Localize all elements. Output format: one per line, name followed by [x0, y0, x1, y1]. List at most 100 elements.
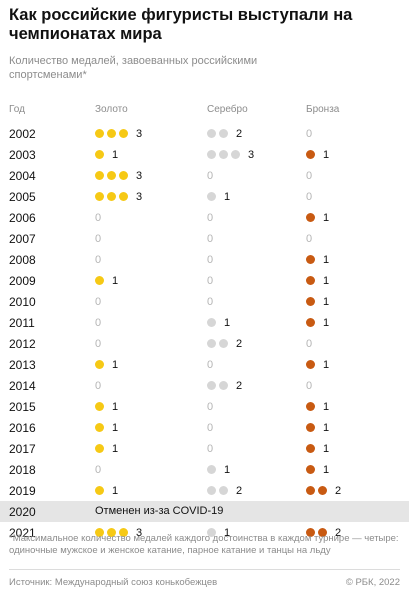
bronze-medal-dot — [306, 318, 315, 327]
bronze-count: 0 — [306, 232, 313, 245]
bronze-count: 0 — [306, 379, 313, 392]
gold-medal-dot — [95, 192, 104, 201]
bronze-cell: 1 — [306, 354, 329, 375]
gold-cell: 1 — [95, 417, 118, 438]
gold-cell: 3 — [95, 186, 142, 207]
gold-count: 1 — [112, 484, 119, 497]
bronze-medal-dot — [306, 255, 315, 264]
bronze-count: 1 — [323, 442, 330, 455]
gold-medal-dot — [107, 528, 116, 537]
bronze-cell: 0 — [306, 375, 312, 396]
gold-cell: 0 — [95, 375, 101, 396]
silver-count: 2 — [236, 337, 243, 350]
silver-cell: 1 — [207, 459, 230, 480]
silver-cell: 1 — [207, 186, 230, 207]
gold-cell: 1 — [95, 396, 118, 417]
footnote: *Максимальное количество медалей каждого… — [9, 533, 399, 556]
silver-cell: 2 — [207, 123, 242, 144]
silver-medal-dot — [207, 486, 216, 495]
bronze-cell: 1 — [306, 396, 329, 417]
silver-medal-dot — [207, 339, 216, 348]
silver-cell: 2 — [207, 375, 242, 396]
bronze-medal-dot — [306, 360, 315, 369]
gold-medal-dot — [95, 150, 104, 159]
year-label: 2013 — [9, 358, 36, 372]
bronze-medal-dot — [306, 276, 315, 285]
table-row: 2003 1 3 1 — [0, 144, 409, 165]
silver-medal-dot — [219, 129, 228, 138]
table-row: 2002 3 2 0 — [0, 123, 409, 144]
bronze-medal-dot — [306, 423, 315, 432]
silver-cell: 0 — [207, 270, 213, 291]
silver-cell: 0 — [207, 438, 213, 459]
silver-cell: 0 — [207, 354, 213, 375]
gold-cell: 0 — [95, 459, 101, 480]
gold-count: 1 — [112, 400, 119, 413]
silver-count: 1 — [224, 316, 231, 329]
silver-count: 0 — [207, 295, 214, 308]
year-label: 2018 — [9, 463, 36, 477]
bronze-cell: 0 — [306, 228, 312, 249]
silver-cell: 0 — [207, 165, 213, 186]
table-row: 2007 0 0 0 — [0, 228, 409, 249]
gold-count: 0 — [95, 316, 102, 329]
silver-cell: 0 — [207, 207, 213, 228]
gold-medal-dot — [95, 276, 104, 285]
bronze-cell: 1 — [306, 249, 329, 270]
silver-medal-dot — [219, 486, 228, 495]
year-label: 2017 — [9, 442, 36, 456]
silver-cell: 1 — [207, 522, 230, 543]
bronze-cell: 1 — [306, 207, 329, 228]
gold-count: 1 — [112, 148, 119, 161]
gold-count: 1 — [112, 442, 119, 455]
gold-count: 1 — [112, 358, 119, 371]
silver-cell: 0 — [207, 249, 213, 270]
year-label: 2008 — [9, 253, 36, 267]
table-row: 2017 1 0 1 — [0, 438, 409, 459]
silver-cell: 2 — [207, 480, 242, 501]
table-row: 2005 3 1 0 — [0, 186, 409, 207]
bronze-count: 1 — [323, 148, 330, 161]
silver-count: 0 — [207, 442, 214, 455]
bronze-count: 2 — [335, 484, 342, 497]
gold-medal-dot — [119, 129, 128, 138]
gold-medal-dot — [119, 192, 128, 201]
bronze-count: 1 — [323, 463, 330, 476]
column-header-silver: Серебро — [207, 104, 248, 115]
silver-count: 0 — [207, 169, 214, 182]
bronze-count: 1 — [323, 253, 330, 266]
gold-count: 1 — [112, 274, 119, 287]
gold-medal-dot — [95, 402, 104, 411]
year-label: 2014 — [9, 379, 36, 393]
silver-cell: 0 — [207, 228, 213, 249]
year-label: 2006 — [9, 211, 36, 225]
gold-count: 0 — [95, 379, 102, 392]
column-header-gold: Золото — [95, 104, 128, 115]
gold-medal-dot — [95, 360, 104, 369]
silver-medal-dot — [207, 465, 216, 474]
bronze-count: 1 — [323, 358, 330, 371]
gold-cell: 1 — [95, 144, 118, 165]
gold-medal-dot — [119, 171, 128, 180]
silver-medal-dot — [219, 150, 228, 159]
silver-count: 1 — [224, 190, 231, 203]
bronze-cell: 2 — [306, 522, 341, 543]
bronze-medal-dot — [318, 486, 327, 495]
year-label: 2009 — [9, 274, 36, 288]
year-label: 2012 — [9, 337, 36, 351]
bronze-medal-dot — [318, 528, 327, 537]
silver-medal-dot — [207, 528, 216, 537]
year-label: 2020 — [9, 505, 36, 519]
year-label: 2007 — [9, 232, 36, 246]
bronze-medal-dot — [306, 465, 315, 474]
table-row: 2019 1 2 2 — [0, 480, 409, 501]
year-label: 2015 — [9, 400, 36, 414]
gold-count: 0 — [95, 337, 102, 350]
bronze-cell: 2 — [306, 480, 341, 501]
column-header-year: Год — [9, 104, 25, 115]
silver-cell: 0 — [207, 417, 213, 438]
bronze-count: 1 — [323, 295, 330, 308]
table-row: 2006 0 0 1 — [0, 207, 409, 228]
table-row: 2021 3 1 2 — [0, 522, 409, 543]
gold-cell: 1 — [95, 438, 118, 459]
